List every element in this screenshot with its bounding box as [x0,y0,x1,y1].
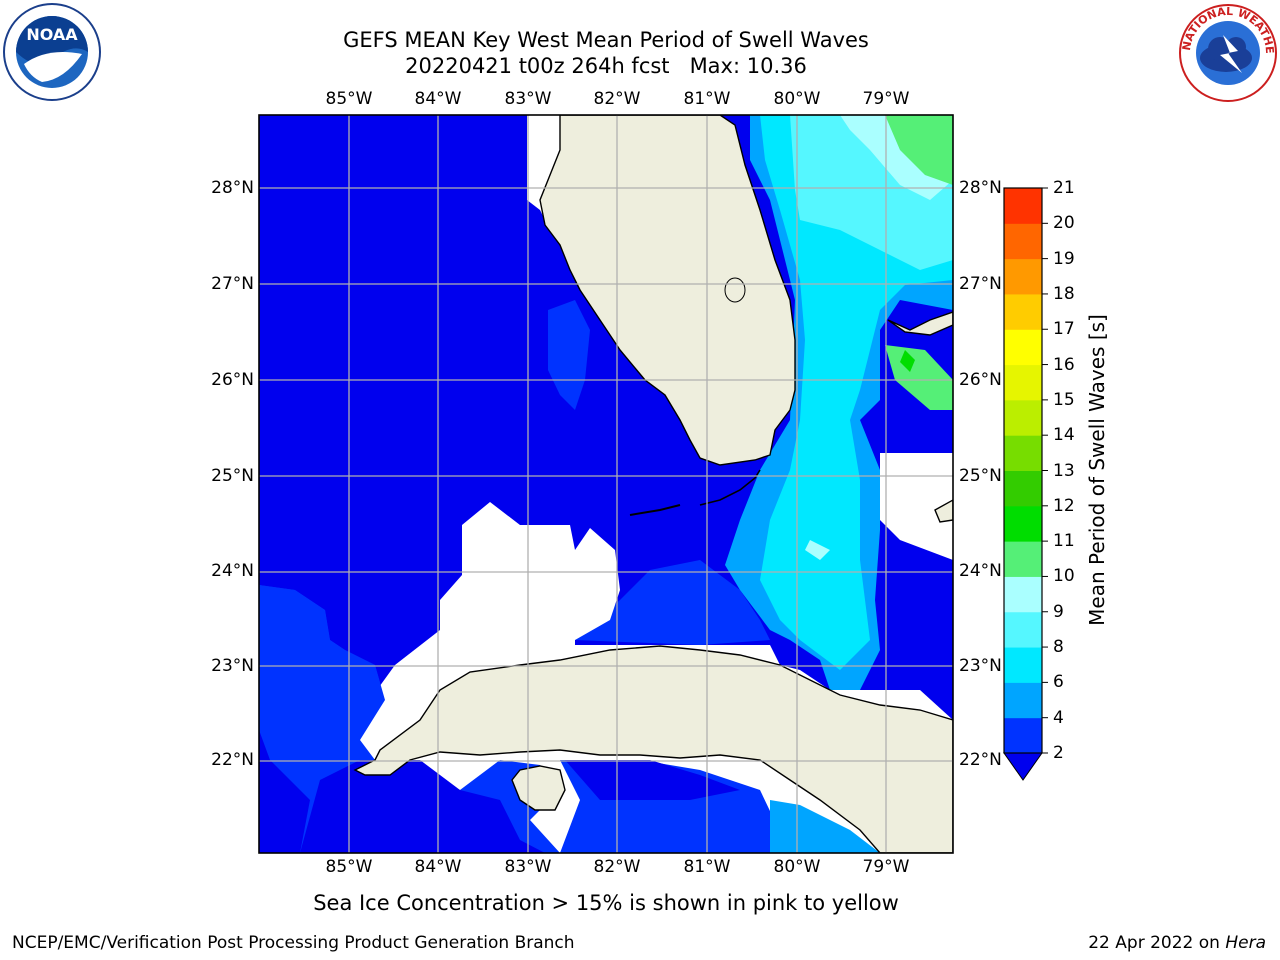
lat-label-right: 24°N [959,561,1002,581]
lat-label-right: 28°N [959,178,1002,198]
swell-fill-2-4-c [575,560,770,645]
colorbar-segment [1004,293,1042,330]
swell-fill-under-b [259,585,310,853]
svg-text:NOAA: NOAA [26,25,78,44]
colorbar-segment [1004,399,1042,436]
lon-label-top: 81°W [683,89,731,109]
chart-title-line1: GEFS MEAN Key West Mean Period of Swell … [343,28,869,52]
chart-title-line2: 20220421 t00z 264h fcst Max: 10.36 [405,54,807,78]
lat-label-right: 27°N [959,274,1002,294]
swell-fill-9-10-b [805,540,830,560]
lon-label-bottom: 82°W [593,857,641,877]
lon-label-bottom: 81°W [683,857,731,877]
lon-label-bottom: 80°W [773,857,821,877]
colorbar-tick-label: 9 [1053,601,1064,622]
colorbar-tick-label: 11 [1053,531,1075,552]
lon-label-bottom: 84°W [414,857,462,877]
map-frame [258,114,954,854]
colorbar-segment [1004,717,1042,754]
colorbar-tick-label: 6 [1053,672,1064,693]
colorbar-label: Mean Period of Swell Waves [s] [1085,314,1109,626]
graticule [259,115,953,853]
colorbar-segment [1004,576,1042,613]
land-bahamas-b [934,499,953,523]
colorbar-tick-label: 20 [1053,213,1075,234]
land-florida [539,115,796,466]
colorbar-segment [1004,223,1042,260]
florida-keys-b [629,504,681,516]
footer-machine: Hera [1225,933,1266,953]
lon-label-bottom: 79°W [862,857,910,877]
mask-region-c [880,453,953,560]
colorbar [1003,187,1048,781]
swell-fill-under-c [300,760,545,853]
swell-fill-under-d [565,760,740,800]
colorbar-segment [1004,505,1042,542]
colorbar-tick-label: 19 [1053,248,1075,269]
colorbar-tick-label: 16 [1053,354,1075,375]
lat-label-right: 25°N [959,466,1002,486]
lat-label-left: 26°N [211,370,254,390]
colorbar-segment [1004,364,1042,401]
lon-label-top: 83°W [504,89,552,109]
lat-label-left: 23°N [211,656,254,676]
colorbar-under-triangle [1003,752,1043,781]
swell-fill-10-11 [885,115,953,185]
lon-label-top: 79°W [862,89,910,109]
colorbar-tick-label: 8 [1053,637,1064,658]
footer-date-text: 22 Apr 2022 on [1088,933,1220,953]
colorbar-tick-label: 13 [1053,460,1075,481]
colorbar-tick-label: 17 [1053,319,1075,340]
colorbar-tick-label: 4 [1053,707,1064,728]
colorbar-segment [1004,188,1042,224]
lat-label-left: 25°N [211,466,254,486]
lon-label-bottom: 83°W [504,857,552,877]
footer-date: 22 Apr 2022 on Hera [1088,933,1266,953]
lat-label-left: 22°N [211,750,254,770]
lon-label-top: 84°W [414,89,462,109]
footer-credit: NCEP/EMC/Verification Post Processing Pr… [12,933,575,953]
lat-label-left: 28°N [211,178,254,198]
colorbar-tick-label: 18 [1053,283,1075,304]
nws-logo: NATIONAL WEATHER SERVICE [1178,3,1277,102]
colorbar-tick-label: 12 [1053,495,1075,516]
sea-ice-note: Sea Ice Concentration > 15% is shown in … [313,891,899,915]
colorbar-segment [1004,682,1042,719]
colorbar-segment [1004,470,1042,507]
colorbar-segment [1004,647,1042,683]
lat-label-right: 26°N [959,370,1002,390]
lat-label-right: 22°N [959,750,1002,770]
colorbar-segment [1004,329,1042,366]
noaa-logo: NOAA [3,3,101,101]
land-cuba [353,645,953,853]
colorbar-segment [1004,541,1042,577]
lat-label-left: 24°N [211,561,254,581]
colorbar-segment [1004,258,1042,295]
land-bahamas [887,311,953,336]
lon-label-top: 85°W [325,89,373,109]
swell-fill-11-12 [900,350,915,372]
colorbar-tick-label: 14 [1053,425,1075,446]
land-isle-of-youth [511,765,566,811]
lon-label-bottom: 85°W [325,857,373,877]
lon-label-top: 82°W [593,89,641,109]
lake-okeechobee [724,277,746,303]
lon-label-top: 80°W [773,89,821,109]
swell-fill-2-4-b [548,300,590,410]
colorbar-segment [1004,435,1042,471]
colorbar-tick-label: 2 [1053,743,1064,763]
colorbar-tick-label: 21 [1053,178,1075,198]
colorbar-segment [1004,611,1042,648]
lat-label-right: 23°N [959,656,1002,676]
colorbar-tick-label: 10 [1053,566,1075,587]
lat-label-left: 27°N [211,274,254,294]
colorbar-tick-label: 15 [1053,389,1075,410]
florida-keys [699,469,761,506]
